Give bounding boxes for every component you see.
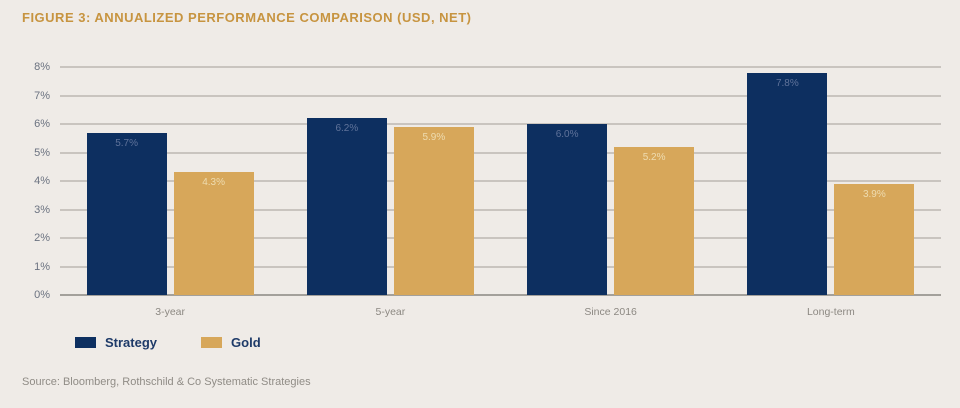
gridline [60,66,941,68]
y-tick-label: 2% [34,232,50,244]
gridline [60,208,941,211]
gold-bar: 5.9% [393,126,474,295]
y-tick-label: 8% [34,61,50,73]
x-category-label: 5-year [375,306,406,318]
gold-bar: 3.9% [834,183,915,295]
y-tick-label: 1% [34,260,50,273]
gridline [60,151,941,154]
legend-item-strategy: Strategy [75,335,157,350]
bar-value-label: 4.3% [202,177,226,189]
gridline [60,94,941,97]
x-category-label: Since 2016 [584,306,637,318]
strategy-bar: 6.2% [306,118,387,295]
y-tick-label: 3% [34,203,50,216]
bar-value-label: 6.0% [555,129,579,140]
bar-value-label: 5.2% [642,151,666,163]
bar-value-label: 5.9% [422,131,446,143]
gridline [60,123,941,125]
bar-value-label: 5.7% [115,137,139,149]
bar-value-label: 3.9% [862,188,886,200]
gold-bar: 4.3% [173,172,254,295]
legend: Strategy Gold [75,335,261,350]
bars-row: 5.7% 4.3% 6.2% 5.9% 6.0% 5.2% 7.8% 3.9% [60,67,941,295]
legend-item-gold: Gold [201,335,261,350]
gridline [60,265,941,268]
gridline [60,180,941,182]
y-tick-label: 7% [34,89,50,102]
gold-bar: 5.2% [614,146,695,295]
bar-value-label: 7.8% [775,77,799,89]
strategy-swatch-icon [75,337,96,348]
gridline [60,237,941,239]
bar-group-since-2016: 6.0% 5.2% [527,67,695,295]
x-category-label: 3-year [155,306,185,318]
strategy-bar: 5.7% [86,132,167,295]
category-axis: 3-year 5-year Since 2016 Long-term [60,306,941,318]
legend-label: Gold [231,335,261,350]
y-tick-label: 5% [34,146,50,159]
y-tick-label: 0% [34,289,50,301]
x-category-label: Long-term [806,306,855,318]
strategy-bar: 6.0% [527,124,608,295]
source-note: Source: Bloomberg, Rothschild & Co Syste… [22,376,311,388]
bar-group-long-term: 7.8% 3.9% [747,67,915,295]
bar-value-label: 6.2% [335,123,359,135]
figure-title: FIGURE 3: ANNUALIZED PERFORMANCE COMPARI… [22,10,472,25]
y-tick-label: 4% [34,175,50,187]
y-tick-label: 6% [34,118,50,130]
strategy-bar: 7.8% [747,72,828,295]
bar-group-3-year: 5.7% 4.3% [86,67,254,295]
gold-swatch-icon [201,337,223,348]
bar-group-5-year: 6.2% 5.9% [306,67,474,295]
x-axis-baseline [60,294,941,296]
legend-label: Strategy [105,335,158,350]
